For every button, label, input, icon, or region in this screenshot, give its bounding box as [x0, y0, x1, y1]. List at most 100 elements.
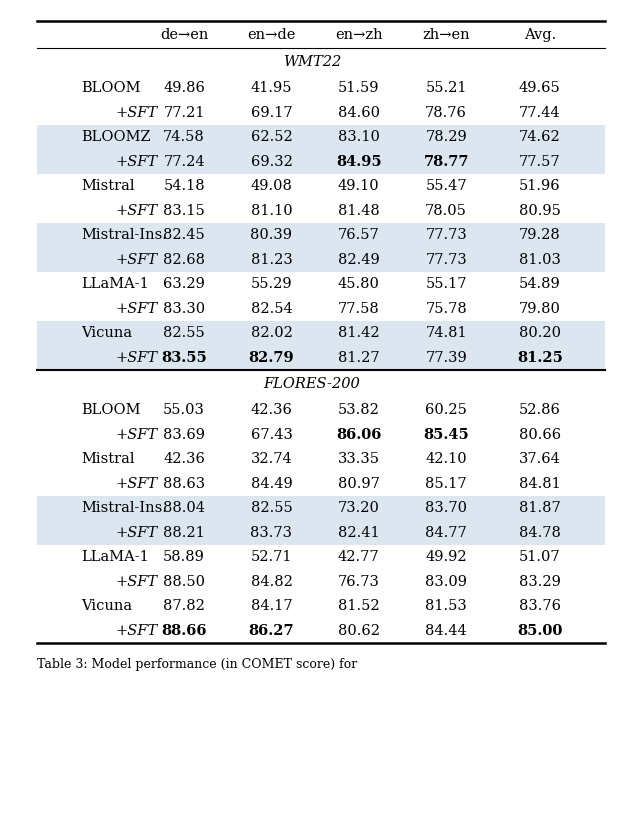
Text: 49.10: 49.10: [338, 179, 379, 193]
Bar: [37, 125, 605, 149]
Text: 80.95: 80.95: [519, 204, 561, 218]
Text: 82.55: 82.55: [251, 501, 292, 515]
Text: 77.24: 77.24: [163, 155, 205, 169]
Text: 81.48: 81.48: [338, 204, 379, 218]
Text: en→de: en→de: [247, 27, 296, 42]
Text: +SFT: +SFT: [115, 106, 158, 120]
Text: 42.10: 42.10: [426, 452, 467, 466]
Text: 80.62: 80.62: [338, 624, 380, 638]
Text: Table 3: Model performance (in COMET score) for: Table 3: Model performance (in COMET sco…: [37, 658, 358, 671]
Text: 58.89: 58.89: [163, 550, 205, 564]
Text: 83.09: 83.09: [425, 575, 467, 589]
Text: 81.27: 81.27: [338, 351, 379, 365]
Text: +SFT: +SFT: [115, 351, 158, 365]
Text: 83.69: 83.69: [163, 428, 205, 442]
Text: de→en: de→en: [160, 27, 208, 42]
Text: +SFT: +SFT: [115, 526, 158, 540]
Text: 84.44: 84.44: [426, 624, 467, 638]
Text: LLaMA-1: LLaMA-1: [81, 277, 149, 291]
Text: 67.43: 67.43: [250, 428, 293, 442]
Text: 85.45: 85.45: [423, 428, 469, 442]
Text: en→zh: en→zh: [335, 27, 383, 42]
Text: 81.03: 81.03: [519, 253, 561, 267]
Text: 63.29: 63.29: [163, 277, 205, 291]
Text: 54.18: 54.18: [163, 179, 205, 193]
Text: 51.07: 51.07: [519, 550, 560, 564]
Text: 81.23: 81.23: [251, 253, 292, 267]
Text: 82.68: 82.68: [163, 253, 205, 267]
Text: 81.10: 81.10: [251, 204, 292, 218]
Text: 49.65: 49.65: [519, 81, 560, 95]
Text: 82.55: 82.55: [163, 326, 205, 340]
Text: 76.73: 76.73: [338, 575, 380, 589]
Text: 45.80: 45.80: [338, 277, 380, 291]
Text: 76.57: 76.57: [338, 228, 379, 242]
Text: 60.25: 60.25: [425, 403, 467, 417]
Text: 83.55: 83.55: [161, 351, 207, 365]
Text: 84.49: 84.49: [251, 477, 292, 491]
Text: 84.82: 84.82: [250, 575, 293, 589]
Text: 52.86: 52.86: [519, 403, 561, 417]
Text: 73.20: 73.20: [338, 501, 380, 515]
Text: 69.32: 69.32: [250, 155, 293, 169]
Text: 81.53: 81.53: [426, 599, 467, 613]
Text: 82.49: 82.49: [338, 253, 379, 267]
Text: 33.35: 33.35: [338, 452, 380, 466]
Text: 83.15: 83.15: [163, 204, 205, 218]
Text: Vicuna: Vicuna: [81, 326, 132, 340]
Text: 82.79: 82.79: [248, 351, 295, 365]
Text: 42.36: 42.36: [250, 403, 293, 417]
Text: zh→en: zh→en: [422, 27, 470, 42]
Text: Mistral: Mistral: [81, 452, 135, 466]
Text: 83.73: 83.73: [250, 526, 293, 540]
Text: 88.50: 88.50: [163, 575, 205, 589]
Text: +SFT: +SFT: [115, 428, 158, 442]
Text: 83.10: 83.10: [338, 130, 380, 144]
Text: 88.63: 88.63: [163, 477, 205, 491]
Text: 55.21: 55.21: [426, 81, 467, 95]
Text: 75.78: 75.78: [426, 302, 467, 316]
Text: +SFT: +SFT: [115, 575, 158, 589]
Text: 49.86: 49.86: [163, 81, 205, 95]
Text: +SFT: +SFT: [115, 155, 158, 169]
Text: 81.87: 81.87: [519, 501, 560, 515]
Text: 74.62: 74.62: [519, 130, 560, 144]
Text: 55.47: 55.47: [426, 179, 467, 193]
Text: 84.81: 84.81: [519, 477, 560, 491]
Bar: [37, 520, 605, 545]
Text: Mistral-Ins.: Mistral-Ins.: [81, 228, 167, 242]
Text: 37.64: 37.64: [519, 452, 561, 466]
Text: 83.70: 83.70: [425, 501, 467, 515]
Bar: [37, 247, 605, 272]
Text: +SFT: +SFT: [115, 253, 158, 267]
Text: 81.42: 81.42: [338, 326, 379, 340]
Text: +SFT: +SFT: [115, 477, 158, 491]
Text: 41.95: 41.95: [251, 81, 292, 95]
Text: BLOOMZ: BLOOMZ: [81, 130, 151, 144]
Text: 49.08: 49.08: [250, 179, 293, 193]
Bar: [37, 149, 605, 174]
Text: 86.06: 86.06: [336, 428, 381, 442]
Text: WMT22: WMT22: [283, 55, 341, 69]
Text: 42.77: 42.77: [338, 550, 379, 564]
Text: 84.95: 84.95: [336, 155, 382, 169]
Text: 83.30: 83.30: [163, 302, 205, 316]
Text: 80.66: 80.66: [519, 428, 561, 442]
Bar: [37, 223, 605, 247]
Text: +SFT: +SFT: [115, 204, 158, 218]
Text: 69.17: 69.17: [251, 106, 292, 120]
Text: +SFT: +SFT: [115, 302, 158, 316]
Text: 77.21: 77.21: [163, 106, 205, 120]
Text: 84.17: 84.17: [251, 599, 292, 613]
Bar: [37, 496, 605, 520]
Text: 77.58: 77.58: [338, 302, 379, 316]
Text: 55.29: 55.29: [251, 277, 292, 291]
Text: 79.80: 79.80: [519, 302, 561, 316]
Text: 78.77: 78.77: [424, 155, 469, 169]
Text: FLORES-200: FLORES-200: [263, 377, 361, 391]
Text: Mistral: Mistral: [81, 179, 135, 193]
Bar: [37, 345, 605, 370]
Text: 83.29: 83.29: [519, 575, 561, 589]
Text: 80.97: 80.97: [338, 477, 380, 491]
Text: 77.73: 77.73: [426, 228, 467, 242]
